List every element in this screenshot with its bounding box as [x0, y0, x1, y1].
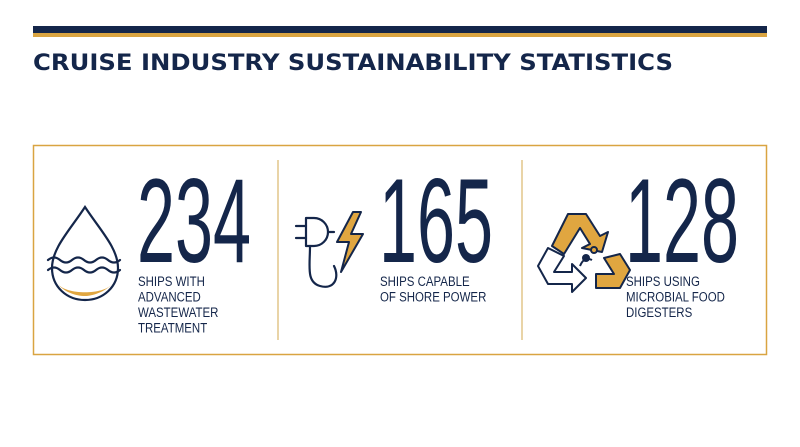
top-bar [33, 26, 767, 33]
stat-label: TREATMENT [138, 321, 208, 336]
stat-label: WASTEWATER [138, 305, 218, 320]
water-drop-icon [46, 204, 122, 302]
stat-number: 128 [625, 154, 739, 288]
stat-label: ADVANCED [138, 290, 201, 305]
stat-label: OF SHORE POWER [380, 290, 486, 305]
stat-number: 234 [137, 154, 251, 288]
stat-label: DIGESTERS [626, 305, 692, 320]
stat-label: SHIPS CAPABLE [380, 274, 470, 289]
stat-label: MICROBIAL FOOD [626, 290, 725, 305]
title: CRUISE INDUSTRY SUSTAINABILITY STATISTIC… [33, 51, 673, 76]
stats-frame [32, 144, 768, 356]
stat-label: SHIPS USING [626, 274, 700, 289]
plug-icon [294, 211, 364, 288]
recycle-icon [537, 213, 631, 293]
top-bar-accent [33, 33, 767, 37]
stat-label: SHIPS WITH [138, 274, 205, 289]
stat-number: 165 [379, 154, 493, 288]
